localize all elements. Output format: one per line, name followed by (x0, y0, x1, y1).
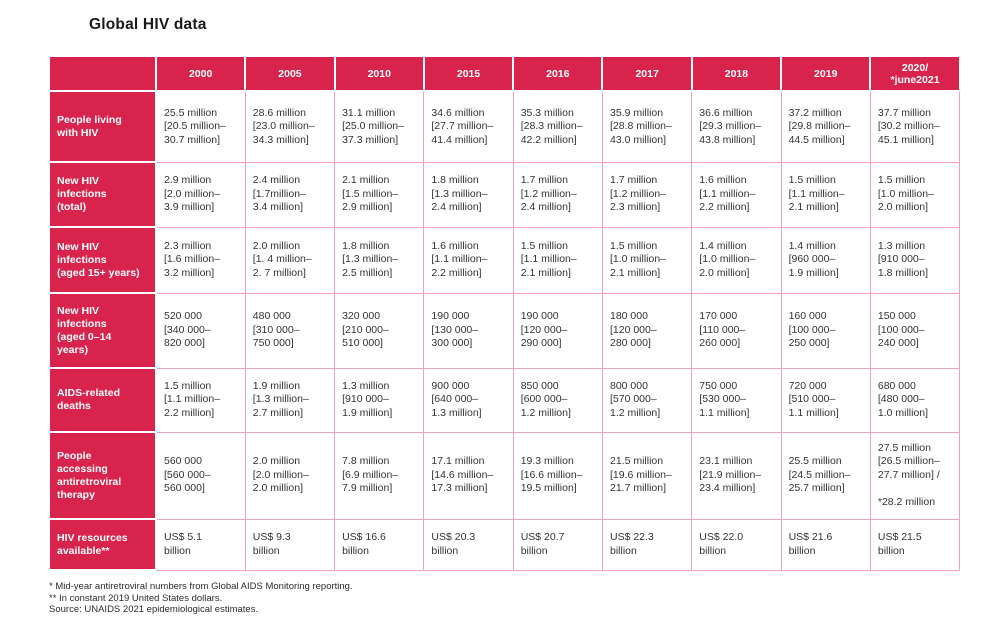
table-body: People living with HIV 25.5 million [20.5… (48, 90, 961, 571)
data-cell-r5-c5: 21.5 million [19.6 million– 21.7 million… (601, 431, 693, 520)
table-row: People living with HIV 25.5 million [20.5… (48, 90, 961, 163)
data-cell-r3-c0: 520 000 [340 000– 820 000] (155, 292, 246, 369)
data-cell-r3-c5: 180 000 [120 000– 280 000] (601, 292, 693, 369)
row-header: New HIV infections (total) (48, 161, 157, 228)
data-cell-r4-c1: 1.9 million [1.3 million– 2.7 million] (244, 367, 336, 433)
data-cell-r0-c5: 35.9 million [28.8 million– 43.0 million… (601, 90, 693, 163)
data-cell-r4-c3: 900 000 [640 000– 1.3 million] (423, 367, 514, 433)
header-row: 2000 2005 2010 2015 2016 2017 2018 2019 2020/ *j… (48, 55, 961, 92)
footnote-art: * Mid-year antiretroviral numbers from G… (49, 581, 353, 592)
row-header: People accessing antiretroviral therapy (48, 431, 157, 520)
data-cell-r1-c0: 2.9 million [2.0 million– 3.9 million] (155, 161, 246, 228)
data-cell-r5-c6: 23.1 million [21.9 million– 23.4 million… (691, 431, 782, 520)
data-cell-r1-c6: 1.6 million [1.1 million– 2.2 million] (691, 161, 782, 228)
table-header: 2000 2005 2010 2015 2016 2017 2018 2019 2020/ *j… (48, 55, 961, 92)
data-cell-r3-c6: 170 000 [110 000– 260 000] (691, 292, 782, 369)
hiv-data-table: 2000 2005 2010 2015 2016 2017 2018 2019 2020/ *j… (48, 55, 961, 571)
data-cell-r1-c4: 1.7 million [1.2 million– 2.4 million] (512, 161, 603, 228)
data-cell-r4-c0: 1.5 million [1.1 million– 2.2 million] (155, 367, 246, 433)
data-cell-r3-c7: 160 000 [100 000– 250 000] (780, 292, 871, 369)
column-header-2018: 2018 (690, 55, 783, 92)
data-cell-r3-c1: 480 000 [310 000– 750 000] (244, 292, 336, 369)
data-cell-r2-c7: 1.4 million [960 000– 1.9 million] (780, 226, 871, 294)
data-cell-r6-c2: US$ 16.6 billion (334, 518, 425, 571)
data-cell-r0-c4: 35.3 million [28.3 million– 42.2 million… (512, 90, 603, 163)
row-header: People living with HIV (48, 90, 157, 163)
data-cell-r0-c6: 36.6 million [29.3 million– 43.8 million… (691, 90, 782, 163)
data-cell-r1-c3: 1.8 million [1.3 million– 2.4 million] (423, 161, 514, 228)
data-cell-r6-c0: US$ 5.1 billion (155, 518, 246, 571)
table-row: New HIV infections (aged 0–14 years) 520 … (48, 292, 961, 369)
column-header-2005: 2005 (244, 55, 336, 92)
data-cell-r3-c3: 190 000 [130 000– 300 000] (423, 292, 514, 369)
data-cell-r2-c0: 2.3 million [1.6 million– 3.2 million] (155, 226, 246, 294)
data-cell-r2-c8: 1.3 million [910 000– 1.8 million] (869, 226, 961, 294)
data-cell-r0-c3: 34.6 million [27.7 million– 41.4 million… (423, 90, 514, 163)
data-cell-r1-c5: 1.7 million [1.2 million– 2.3 million] (601, 161, 693, 228)
data-cell-r3-c8: 150 000 [100 000– 240 000] (869, 292, 961, 369)
data-cell-r4-c6: 750 000 [530 000– 1.1 million] (691, 367, 782, 433)
data-cell-r2-c2: 1.8 million [1.3 million– 2.5 million] (334, 226, 425, 294)
data-cell-r4-c7: 720 000 [510 000– 1.1 million] (780, 367, 871, 433)
data-cell-r6-c5: US$ 22.3 billion (601, 518, 693, 571)
data-cell-r4-c5: 800 000 [570 000– 1.2 million] (601, 367, 693, 433)
data-cell-r6-c1: US$ 9.3 billion (244, 518, 336, 571)
data-cell-r5-c0: 560 000 [560 000– 560 000] (155, 431, 246, 520)
data-cell-r1-c7: 1.5 million [1.1 million– 2.1 million] (780, 161, 871, 228)
row-header: New HIV infections (aged 0–14 years) (48, 292, 157, 369)
data-cell-r2-c4: 1.5 million [1.1 million– 2.1 million] (512, 226, 603, 294)
column-header-2000: 2000 (154, 55, 247, 92)
data-cell-r3-c2: 320 000 [210 000– 510 000] (334, 292, 425, 369)
column-header-2010: 2010 (333, 55, 425, 92)
data-cell-r2-c6: 1.4 million [1.0 million– 2.0 million] (691, 226, 782, 294)
data-cell-r0-c2: 31.1 million [25.0 million– 37.3 million… (334, 90, 425, 163)
column-header-2020: 2020/ *june2021 (869, 55, 961, 92)
data-cell-r3-c4: 190 000 [120 000– 290 000] (512, 292, 603, 369)
table-row: New HIV infections (total) 2.9 million [2… (48, 161, 961, 228)
data-cell-r4-c8: 680 000 [480 000– 1.0 million] (869, 367, 961, 433)
data-cell-r0-c0: 25.5 million [20.5 million– 30.7 million… (155, 90, 246, 163)
page-title: Global HIV data (89, 16, 207, 33)
data-cell-r0-c7: 37.2 million [29.8 million– 44.5 million… (780, 90, 871, 163)
table-row: HIV resources available** US$ 5.1 billion… (48, 518, 961, 571)
data-cell-r5-c4: 19.3 million [16.6 million– 19.5 million… (512, 431, 603, 520)
table-row: New HIV infections (aged 15+ years) 2.3 m… (48, 226, 961, 294)
data-cell-r4-c4: 850 000 [600 000– 1.2 million] (512, 367, 603, 433)
footnote-source: Source: UNAIDS 2021 epidemiological esti… (49, 604, 259, 615)
data-cell-r2-c1: 2.0 million [1. 4 million– 2. 7 million] (244, 226, 336, 294)
data-cell-r5-c8: 27.5 million [26.5 million– 27.7 million… (869, 431, 961, 520)
column-header-2016: 2016 (512, 55, 604, 92)
hiv-table-container: 2000 2005 2010 2015 2016 2017 2018 2019 2020/ *j… (48, 55, 961, 571)
data-cell-r4-c2: 1.3 million [910 000– 1.9 million] (334, 367, 425, 433)
corner-cell (48, 55, 157, 92)
data-cell-r5-c7: 25.5 million [24.5 million– 25.7 million… (780, 431, 871, 520)
data-cell-r6-c4: US$ 20.7 billion (512, 518, 603, 571)
data-cell-r1-c2: 2.1 million [1.5 million– 2.9 million] (334, 161, 425, 228)
table-row: AIDS-related deaths 1.5 million [1.1 mill… (48, 367, 961, 433)
data-cell-r6-c6: US$ 22.0 billion (691, 518, 782, 571)
footnote-dollars: ** In constant 2019 United States dollar… (49, 592, 223, 604)
footnotes: * Mid-year antiretroviral numbers from G… (49, 581, 353, 616)
data-cell-r5-c3: 17.1 million [14.6 million– 17.3 million… (423, 431, 514, 520)
data-cell-r2-c5: 1.5 million [1.0 million– 2.1 million] (601, 226, 693, 294)
data-cell-r5-c1: 2.0 million [2.0 million– 2.0 million] (244, 431, 336, 520)
data-cell-r0-c8: 37.7 million [30.2 million– 45.1 million… (869, 90, 961, 163)
data-cell-r6-c7: US$ 21.6 billion (780, 518, 871, 571)
table-row: People accessing antiretroviral therapy 5… (48, 431, 961, 520)
row-header: AIDS-related deaths (48, 367, 157, 433)
data-cell-r0-c1: 28.6 million [23.0 million– 34.3 million… (244, 90, 336, 163)
data-cell-r6-c8: US$ 21.5 billion (869, 518, 961, 571)
row-header: HIV resources available** (48, 518, 157, 571)
column-header-2015: 2015 (422, 55, 515, 92)
data-cell-r6-c3: US$ 20.3 billion (423, 518, 514, 571)
data-cell-r1-c8: 1.5 million [1.0 million– 2.0 million] (869, 161, 961, 228)
data-cell-r2-c3: 1.6 million [1.1 million– 2.2 million] (423, 226, 514, 294)
data-cell-r5-c2: 7.8 million [6.9 million– 7.9 million] (334, 431, 425, 520)
data-cell-r1-c1: 2.4 million [1.7million– 3.4 million] (244, 161, 336, 228)
column-header-2019: 2019 (780, 55, 872, 92)
row-header: New HIV infections (aged 15+ years) (48, 226, 157, 294)
column-header-2017: 2017 (601, 55, 693, 92)
